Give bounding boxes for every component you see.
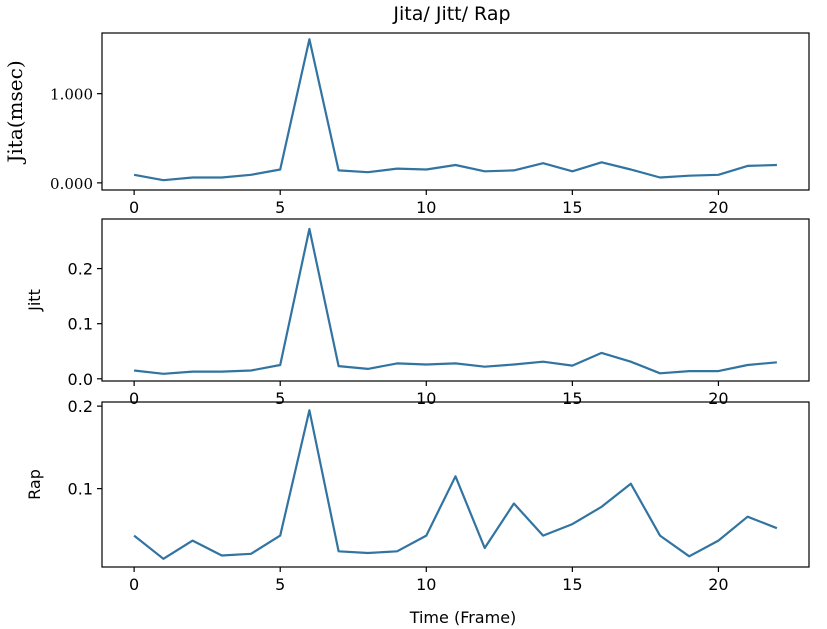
y-tick-label: 0.1 xyxy=(68,480,93,499)
panel-rap: 0 5 10 15 20 0.1 0.2 Rap xyxy=(25,397,810,594)
y-tick-label: 0.000 xyxy=(50,175,93,193)
y-tick-label: 1.000 xyxy=(50,86,93,104)
y-tick-label: 0.2 xyxy=(68,260,93,279)
x-tick-label: 5 xyxy=(275,575,285,594)
axes-frame xyxy=(101,401,810,568)
series-line-rap xyxy=(133,409,778,560)
x-tick-label: 0 xyxy=(129,198,139,217)
x-tick-label: 15 xyxy=(562,198,582,217)
y-tick-label: 0.0 xyxy=(68,370,93,389)
x-tick-label: 10 xyxy=(416,198,436,217)
panel-jita: 0 5 10 15 20 0.000 1.000 Jita(msec) xyxy=(3,32,810,217)
y-axis-label-jitt: Jitt xyxy=(25,289,44,312)
x-tick-label: 15 xyxy=(562,575,582,594)
x-tick-label: 20 xyxy=(708,575,728,594)
x-axis-label: Time (Frame) xyxy=(409,608,517,627)
series-line-jita xyxy=(133,38,777,182)
y-axis-label-jita: Jita(msec) xyxy=(3,60,27,164)
y-tick-label: 0.2 xyxy=(68,397,93,416)
panel-jitt: 0 5 10 15 20 0.0 0.1 0.2 Jitt xyxy=(25,218,810,408)
x-tick-label: 20 xyxy=(708,389,728,408)
axes-frame xyxy=(101,32,810,191)
x-tick-label: 0 xyxy=(129,575,139,594)
series-line-jitt xyxy=(133,227,778,375)
y-tick-label: 0.1 xyxy=(68,315,93,334)
x-tick-label: 15 xyxy=(562,389,582,408)
x-tick-label: 0 xyxy=(129,389,139,408)
chart-title: Jita/ Jitt/ Rap xyxy=(392,3,510,25)
axes-frame xyxy=(101,218,810,382)
x-tick-label: 5 xyxy=(275,198,285,217)
y-axis-label-rap: Rap xyxy=(25,469,44,500)
x-tick-label: 5 xyxy=(275,389,285,408)
x-tick-label: 20 xyxy=(708,198,728,217)
x-tick-label: 10 xyxy=(416,389,436,408)
x-tick-label: 10 xyxy=(416,575,436,594)
